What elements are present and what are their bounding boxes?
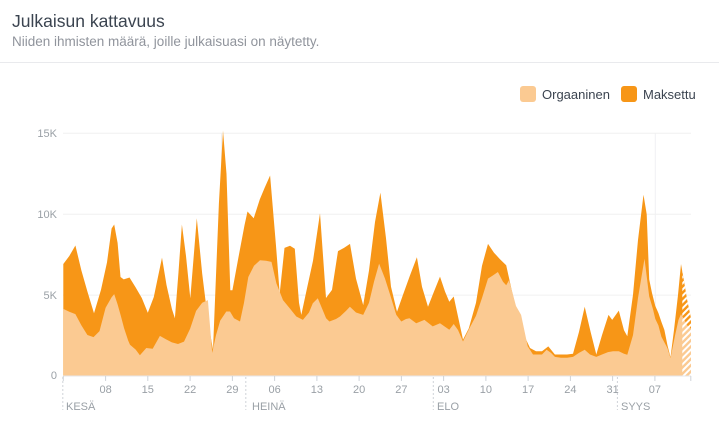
svg-text:06: 06: [268, 384, 280, 396]
svg-text:07: 07: [649, 384, 661, 396]
svg-text:22: 22: [184, 384, 196, 396]
svg-text:08: 08: [99, 384, 111, 396]
svg-text:29: 29: [226, 384, 238, 396]
svg-text:24: 24: [564, 384, 576, 396]
svg-text:KESÄ: KESÄ: [66, 401, 96, 413]
svg-text:0: 0: [51, 370, 57, 382]
svg-text:10: 10: [480, 384, 492, 396]
svg-text:31: 31: [606, 384, 618, 396]
svg-text:ELO: ELO: [437, 401, 459, 413]
svg-text:27: 27: [395, 384, 407, 396]
svg-text:5K: 5K: [44, 290, 58, 302]
svg-text:15: 15: [142, 384, 154, 396]
svg-text:SYYS: SYYS: [621, 401, 650, 413]
svg-text:17: 17: [522, 384, 534, 396]
svg-text:20: 20: [353, 384, 365, 396]
svg-text:HEINÄ: HEINÄ: [252, 401, 286, 413]
svg-text:13: 13: [311, 384, 323, 396]
svg-text:10K: 10K: [37, 209, 57, 221]
svg-text:15K: 15K: [37, 128, 57, 140]
svg-text:03: 03: [437, 384, 449, 396]
